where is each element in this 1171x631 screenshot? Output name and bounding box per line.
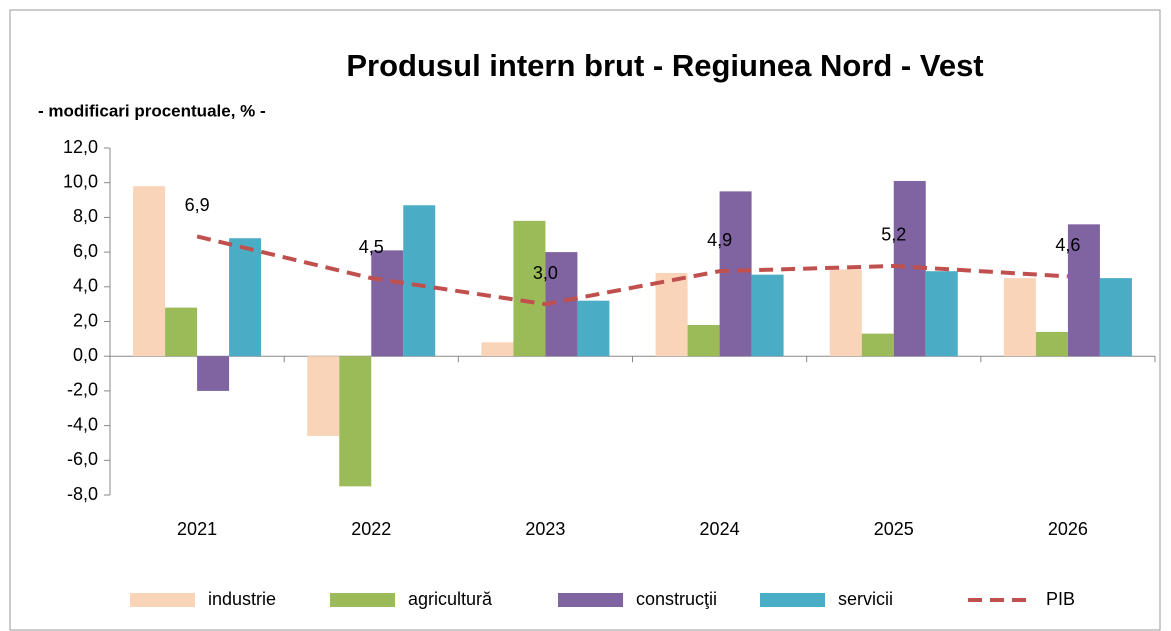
bar	[719, 191, 752, 357]
bar	[133, 186, 166, 357]
legend-swatch	[760, 593, 825, 607]
bar	[1003, 278, 1036, 357]
legend-label: PIB	[1046, 589, 1075, 609]
bar	[655, 272, 688, 357]
legend-label: industrie	[208, 589, 276, 609]
bar	[229, 238, 262, 357]
data-label: 4,5	[359, 237, 384, 257]
x-tick-label: 2022	[351, 519, 391, 539]
bar	[1067, 224, 1100, 357]
data-label: 4,9	[707, 230, 732, 250]
bar	[481, 342, 514, 357]
data-label: 3,0	[533, 263, 558, 283]
data-label: 5,2	[881, 225, 906, 245]
bar	[925, 271, 958, 357]
x-tick-label: 2023	[525, 519, 565, 539]
bar	[403, 205, 436, 357]
bar	[751, 274, 784, 357]
y-tick-label: -8,0	[67, 484, 98, 504]
chart-title: Produsul intern brut - Regiunea Nord - V…	[346, 48, 983, 83]
x-tick-label: 2024	[700, 519, 740, 539]
x-tick-label: 2025	[874, 519, 914, 539]
bar	[1099, 278, 1132, 357]
bar	[577, 300, 610, 357]
y-tick-label: -6,0	[67, 449, 98, 469]
legend-label: agricultură	[408, 589, 493, 609]
y-tick-label: 10,0	[63, 171, 98, 191]
bar	[687, 324, 720, 357]
line	[196, 234, 1069, 307]
bar	[197, 356, 230, 391]
legend-label: servicii	[838, 589, 893, 609]
bar	[165, 307, 198, 357]
data-label: 4,6	[1055, 235, 1080, 255]
bar	[307, 356, 340, 437]
y-tick-label: 12,0	[63, 137, 98, 157]
legend-label: construcţii	[636, 589, 717, 609]
y-tick-label: 2,0	[73, 310, 98, 330]
y-tick-label: -2,0	[67, 380, 98, 400]
chart-subtitle: - modificari procentuale, % -	[38, 101, 266, 120]
legend-swatch	[130, 593, 195, 607]
x-tick-label: 2021	[177, 519, 217, 539]
y-tick-label: -4,0	[67, 414, 98, 434]
legend-swatch	[330, 593, 395, 607]
y-tick-label: 6,0	[73, 241, 98, 261]
bar	[829, 269, 862, 357]
x-tick-label: 2026	[1048, 519, 1088, 539]
bar	[861, 333, 894, 357]
bar	[1035, 331, 1068, 357]
y-tick-label: 0,0	[73, 345, 98, 365]
y-tick-label: 8,0	[73, 206, 98, 226]
bar	[513, 220, 546, 357]
data-label: 6,9	[185, 195, 210, 215]
bar	[371, 250, 404, 357]
bar	[339, 356, 372, 487]
y-tick-label: 4,0	[73, 276, 98, 296]
legend-swatch	[558, 593, 623, 607]
